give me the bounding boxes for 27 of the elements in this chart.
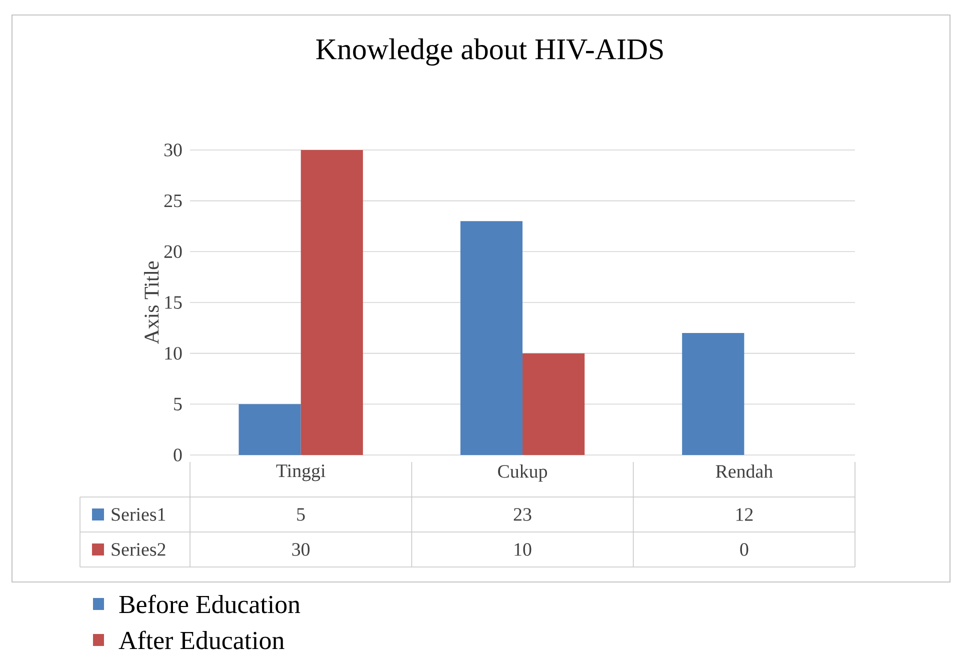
y-tick-label: 20 (164, 245, 182, 258)
bar (238, 404, 301, 455)
data-label: 12 (736, 508, 753, 521)
x-tick-label: Tinggi (276, 464, 326, 482)
legend-label: Series1 (112, 508, 166, 521)
y-tick-label: 30 (164, 144, 182, 156)
data-label: 5 (297, 508, 305, 521)
y-axis-title: Axis Title (144, 261, 159, 344)
data-label: 0 (740, 543, 748, 556)
bar (522, 353, 585, 455)
text: Before Education (119, 594, 300, 614)
y-tick-label: 5 (174, 398, 182, 410)
bar (300, 150, 363, 455)
y-tick-label: 10 (165, 346, 182, 360)
x-tick-label: Rendah (716, 464, 773, 478)
bar (682, 332, 744, 455)
data-label: 10 (514, 543, 532, 556)
y-tick-label: 25 (164, 194, 182, 208)
data-label: 30 (292, 543, 310, 556)
y-tick-label: 0 (174, 448, 182, 462)
data-label: 23 (514, 508, 532, 521)
legend-label: Series2 (112, 543, 166, 556)
text: After Education (118, 630, 284, 650)
bar (460, 221, 523, 455)
chart-title: Knowledge about HIV-AIDS (316, 38, 663, 66)
x-tick-label: Cukup (498, 464, 548, 482)
y-tick-label: 15 (165, 296, 182, 309)
